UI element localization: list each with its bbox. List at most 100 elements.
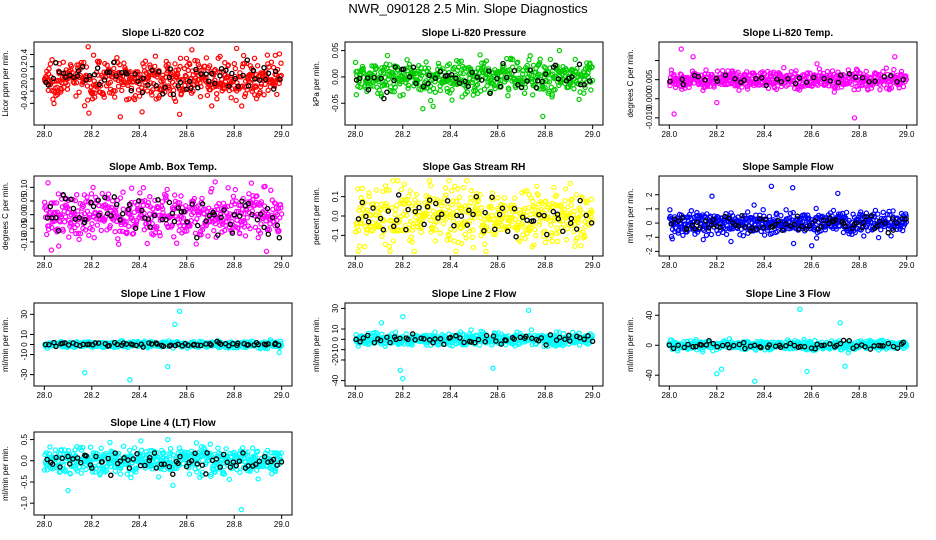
data-point bbox=[247, 225, 253, 232]
reference-point bbox=[47, 203, 54, 210]
data-point bbox=[73, 191, 80, 198]
x-tick-label: 28.8 bbox=[537, 130, 553, 139]
data-point bbox=[382, 241, 388, 248]
data-point bbox=[115, 241, 122, 247]
data-point bbox=[86, 110, 92, 116]
data-point bbox=[778, 212, 784, 219]
reference-point bbox=[702, 77, 708, 83]
data-point bbox=[437, 87, 443, 94]
data-point bbox=[553, 192, 560, 198]
reference-point bbox=[708, 222, 715, 228]
reference-point bbox=[679, 76, 685, 83]
reference-point bbox=[474, 74, 480, 80]
data-point bbox=[413, 191, 420, 197]
data-point bbox=[524, 62, 531, 69]
reference-point bbox=[726, 215, 732, 221]
reference-point bbox=[585, 333, 591, 339]
outlier-point bbox=[81, 369, 88, 376]
reference-point bbox=[42, 341, 49, 348]
y-tick-label: -10 bbox=[331, 343, 340, 355]
reference-point bbox=[852, 74, 859, 80]
data-point bbox=[112, 208, 119, 215]
data-point bbox=[120, 206, 127, 212]
reference-point bbox=[235, 83, 241, 89]
data-point bbox=[276, 51, 283, 57]
data-point bbox=[383, 200, 389, 207]
data-point bbox=[171, 192, 178, 198]
x-tick-label: 28.6 bbox=[490, 130, 506, 139]
outlier-point bbox=[728, 238, 734, 245]
reference-point bbox=[140, 75, 146, 81]
data-point bbox=[107, 222, 113, 229]
data-point bbox=[573, 192, 580, 198]
data-point bbox=[195, 203, 201, 209]
outlier-point bbox=[690, 54, 696, 60]
data-point bbox=[521, 90, 528, 97]
data-point bbox=[863, 68, 869, 75]
reference-point bbox=[694, 219, 700, 225]
data-point bbox=[830, 207, 837, 214]
data-point bbox=[450, 198, 456, 204]
data-point bbox=[814, 61, 820, 67]
data-point bbox=[89, 226, 96, 233]
data-point bbox=[428, 182, 434, 189]
data-point bbox=[115, 236, 121, 242]
data-point bbox=[761, 232, 768, 238]
reference-point bbox=[94, 65, 101, 71]
data-point bbox=[903, 213, 909, 219]
data-point bbox=[433, 227, 439, 233]
data-point bbox=[409, 239, 415, 245]
reference-point bbox=[59, 340, 66, 346]
data-point bbox=[51, 200, 57, 206]
plot-frame bbox=[658, 175, 918, 257]
data-point bbox=[223, 219, 229, 225]
reference-point bbox=[504, 228, 511, 235]
x-tick-label: 28.2 bbox=[395, 130, 411, 139]
reference-point bbox=[742, 224, 748, 230]
reference-point bbox=[464, 222, 471, 228]
reference-point bbox=[108, 212, 114, 219]
data-point bbox=[459, 94, 465, 100]
data-point bbox=[92, 90, 98, 96]
x-tick-label: 28.4 bbox=[756, 261, 772, 270]
reference-point bbox=[697, 225, 703, 231]
data-point bbox=[432, 329, 438, 335]
data-point bbox=[225, 185, 231, 191]
reference-point bbox=[363, 213, 369, 220]
reference-point bbox=[679, 214, 685, 221]
reference-point bbox=[160, 91, 166, 97]
data-point bbox=[420, 105, 426, 112]
x-tick-label: 28.2 bbox=[84, 261, 100, 270]
data-point bbox=[191, 195, 197, 202]
reference-point bbox=[262, 76, 269, 83]
data-point bbox=[562, 197, 568, 204]
data-point bbox=[248, 72, 254, 78]
reference-point bbox=[217, 341, 224, 347]
data-point bbox=[865, 228, 871, 234]
y-tick-label: 0.05 bbox=[20, 193, 29, 209]
data-point bbox=[790, 240, 797, 247]
data-point bbox=[75, 230, 82, 236]
data-point bbox=[449, 187, 455, 194]
data-point bbox=[888, 233, 894, 239]
reference-point bbox=[75, 67, 82, 74]
x-tick-label: 28.8 bbox=[226, 130, 242, 139]
reference-point bbox=[106, 342, 112, 349]
data-point bbox=[128, 85, 135, 92]
reference-point bbox=[264, 205, 271, 212]
data-point bbox=[361, 70, 367, 77]
data-point bbox=[787, 210, 794, 217]
data-point bbox=[883, 65, 890, 71]
reference-point bbox=[412, 337, 418, 343]
x-tick-label: 28.4 bbox=[442, 261, 458, 270]
x-tick-label: 28.6 bbox=[490, 391, 506, 400]
data-point bbox=[561, 206, 568, 213]
data-point bbox=[719, 67, 726, 74]
reference-point bbox=[198, 71, 204, 77]
reference-point bbox=[55, 227, 62, 234]
reference-point bbox=[576, 61, 583, 68]
reference-point bbox=[555, 216, 562, 222]
reference-point bbox=[397, 335, 403, 342]
reference-point bbox=[451, 222, 457, 229]
reference-point bbox=[46, 341, 52, 348]
